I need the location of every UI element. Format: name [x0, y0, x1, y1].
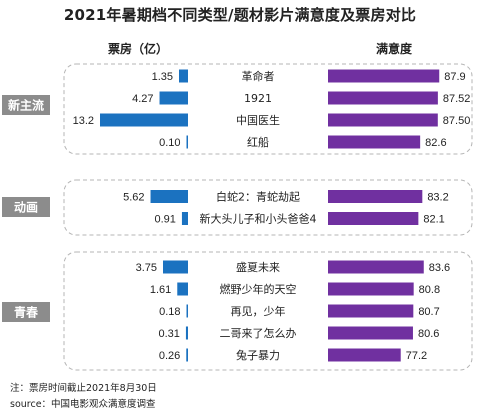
satisfaction-header: 满意度	[376, 42, 413, 56]
satisfaction-bar	[328, 282, 414, 296]
box-office-bar	[185, 326, 188, 340]
group-border	[63, 179, 473, 236]
box-office-bar	[100, 113, 188, 127]
film-title: 新大头儿子和小头爸爸4	[200, 212, 317, 226]
chart-title: 2021年暑期档不同类型/题材影片满意度及票房对比	[63, 6, 417, 24]
group-label: 新主流	[8, 98, 44, 113]
satisfaction-value: 80.7	[418, 306, 439, 318]
satisfaction-bar	[328, 69, 440, 83]
footnote-source: source：中国电影观众满意度调查	[10, 399, 156, 410]
satisfaction-bar	[328, 113, 438, 127]
box-office-bar	[163, 260, 188, 274]
box-office-bar	[186, 304, 188, 318]
box-office-value: 0.26	[159, 350, 180, 362]
box-office-value: 3.75	[136, 262, 157, 274]
box-office-header: 票房（亿）	[108, 42, 169, 56]
satisfaction-value: 87.52	[443, 93, 471, 105]
satisfaction-bar	[328, 91, 438, 105]
box-office-bar	[186, 348, 188, 362]
satisfaction-value: 77.2	[406, 350, 427, 362]
box-office-value: 13.2	[73, 115, 94, 127]
film-title: 再见，少年	[231, 304, 286, 318]
satisfaction-bar	[328, 304, 414, 318]
film-title: 燃野少年的天空	[220, 282, 297, 296]
satisfaction-value: 80.8	[419, 284, 440, 296]
box-office-bar	[181, 212, 188, 225]
satisfaction-bar	[328, 212, 419, 225]
box-office-value: 0.10	[159, 137, 180, 149]
film-title: 白蛇2：青蛇劫起	[216, 190, 300, 204]
film-title: 兔子暴力	[236, 348, 280, 362]
group-label: 青春	[14, 305, 39, 320]
satisfaction-bar	[328, 260, 424, 274]
box-office-value: 4.27	[132, 93, 153, 105]
group-border	[63, 251, 473, 371]
satisfaction-bar	[328, 190, 423, 203]
box-office-bar	[177, 282, 188, 296]
group-label-box	[2, 95, 50, 115]
satisfaction-value: 83.2	[427, 192, 448, 204]
box-office-bar	[186, 135, 188, 149]
film-title: 二哥来了怎么办	[220, 326, 297, 340]
group-label-box	[2, 197, 50, 217]
satisfaction-value: 87.50	[443, 115, 471, 127]
group-label-box	[2, 302, 50, 322]
film-title: 革命者	[242, 69, 275, 83]
satisfaction-bar	[328, 135, 421, 149]
box-office-value: 1.61	[150, 284, 171, 296]
satisfaction-value: 83.6	[429, 262, 450, 274]
box-office-bar	[179, 69, 188, 83]
box-office-bar	[150, 190, 188, 203]
satisfaction-bar	[328, 326, 413, 340]
satisfaction-bar	[328, 348, 401, 362]
box-office-value: 1.35	[152, 71, 173, 83]
film-title: 盛夏未来	[236, 260, 280, 274]
satisfaction-value: 82.1	[423, 214, 444, 226]
group-label: 动画	[14, 201, 38, 215]
box-office-value: 5.62	[123, 192, 144, 204]
film-title: 红船	[247, 135, 269, 149]
film-title: 中国医生	[236, 113, 280, 127]
footnote-note: 注：票房时间截止2021年8月30日	[10, 383, 157, 394]
group-border	[63, 63, 473, 155]
satisfaction-value: 82.6	[425, 137, 446, 149]
box-office-value: 0.31	[159, 328, 180, 340]
film-title: 1921	[244, 92, 272, 105]
satisfaction-value: 80.6	[418, 328, 439, 340]
satisfaction-value: 87.9	[444, 71, 465, 83]
box-office-bar	[159, 91, 188, 105]
box-office-value: 0.91	[155, 214, 176, 226]
box-office-value: 0.18	[159, 306, 180, 318]
